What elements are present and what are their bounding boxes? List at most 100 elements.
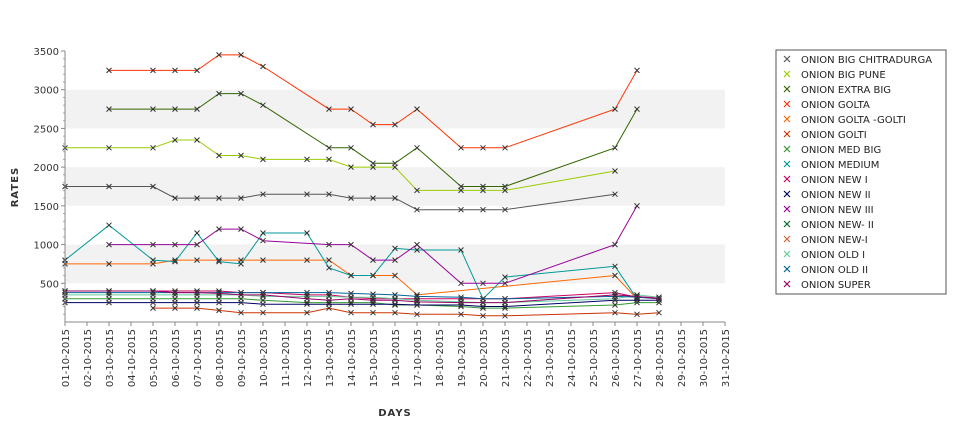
legend-marker — [783, 175, 791, 183]
data-point — [106, 241, 112, 248]
data-point — [458, 247, 464, 253]
data-point — [656, 295, 662, 302]
data-point — [612, 309, 618, 316]
data-point — [370, 195, 376, 201]
data-point — [260, 289, 266, 296]
series-line — [153, 307, 660, 317]
data-point — [238, 90, 244, 97]
series-line — [65, 290, 660, 304]
series-10 — [106, 203, 640, 287]
data-point — [480, 299, 486, 306]
data-point — [216, 289, 222, 296]
legend-entry: ONION MEDIUM — [801, 160, 879, 171]
data-point — [172, 137, 178, 143]
x-tick-label: 27-10-2015 — [633, 329, 644, 387]
legend-marker — [783, 130, 791, 138]
data-point — [458, 280, 464, 287]
data-point — [392, 245, 398, 252]
data-point — [458, 311, 464, 318]
data-point — [304, 309, 310, 316]
data-point — [480, 144, 486, 151]
y-tick-label: 1000 — [34, 241, 59, 252]
data-point — [348, 290, 354, 297]
data-point — [414, 247, 420, 253]
x-tick-label: 31-10-2015 — [721, 329, 732, 387]
series-line — [65, 299, 659, 307]
data-point — [304, 230, 310, 236]
data-point — [260, 301, 266, 308]
series-line — [65, 139, 616, 191]
data-point — [612, 302, 618, 308]
legend-entry: ONION NEW-I — [801, 235, 868, 246]
data-point — [348, 195, 354, 201]
data-point — [326, 144, 332, 151]
data-point — [238, 226, 244, 232]
data-point — [326, 106, 332, 112]
data-point — [348, 144, 354, 151]
data-point — [392, 292, 398, 298]
data-point — [216, 90, 222, 97]
data-point — [150, 67, 156, 74]
x-axis-ticks: 01-10-2015 02-10-2015 03-10-2015 04-10-2015… — [61, 322, 732, 387]
y-axis-title: RATES — [10, 167, 21, 208]
series-1 — [62, 137, 618, 194]
data-point — [612, 168, 618, 174]
data-point — [238, 195, 244, 201]
series-line — [65, 186, 616, 211]
series-lines — [62, 52, 662, 319]
x-tick-label: 18-10-2015 — [435, 329, 446, 387]
legend-entry: ONION GOLTI — [801, 130, 867, 141]
axes — [64, 51, 725, 323]
data-point — [150, 299, 156, 306]
x-tick-label: 14-10-2015 — [347, 329, 358, 387]
legend-marker — [783, 115, 791, 123]
data-point — [172, 289, 178, 296]
data-point — [106, 183, 112, 190]
data-point — [150, 288, 156, 294]
data-point — [216, 299, 222, 306]
series-9 — [62, 297, 662, 310]
x-tick-label: 02-10-2015 — [83, 329, 94, 387]
legend-marker — [783, 145, 791, 153]
data-point — [392, 257, 398, 263]
legend-entry: ONION GOLTA -GOLTI — [801, 115, 906, 126]
x-tick-label: 13-10-2015 — [325, 329, 336, 387]
data-point — [194, 257, 200, 263]
data-point — [612, 191, 618, 198]
data-point — [150, 305, 156, 311]
data-point — [370, 291, 376, 297]
data-point — [194, 292, 200, 298]
grid-band — [65, 167, 725, 206]
data-point — [150, 144, 156, 151]
legend-entry: ONION OLD I — [801, 250, 865, 261]
data-point — [414, 241, 420, 248]
legend-entry: ONION NEW III — [801, 205, 874, 216]
data-point — [106, 261, 112, 267]
data-point — [458, 183, 464, 190]
x-tick-label: 28-10-2015 — [655, 329, 666, 387]
x-tick-label: 09-10-2015 — [237, 329, 248, 387]
legend-entry: ONION NEW- II — [801, 220, 874, 231]
data-point — [194, 241, 200, 248]
data-point — [238, 152, 244, 159]
x-tick-label: 30-10-2015 — [699, 329, 710, 387]
data-point — [150, 257, 156, 263]
data-point — [612, 272, 618, 279]
data-point — [260, 191, 266, 198]
x-axis-title: DAYS — [378, 408, 412, 419]
data-point — [260, 156, 266, 163]
x-tick-label: 22-10-2015 — [523, 329, 534, 387]
data-point — [612, 106, 618, 112]
data-point — [326, 289, 332, 296]
data-point — [656, 309, 662, 316]
data-point — [414, 311, 420, 318]
data-point — [392, 309, 398, 316]
x-tick-label: 19-10-2015 — [457, 329, 468, 387]
data-point — [304, 156, 310, 163]
data-point — [612, 241, 618, 248]
data-point — [414, 106, 420, 112]
data-point — [370, 121, 376, 128]
data-point — [194, 299, 200, 306]
legend-entry: ONION BIG CHITRADURGA — [801, 55, 932, 66]
data-point — [194, 305, 200, 311]
